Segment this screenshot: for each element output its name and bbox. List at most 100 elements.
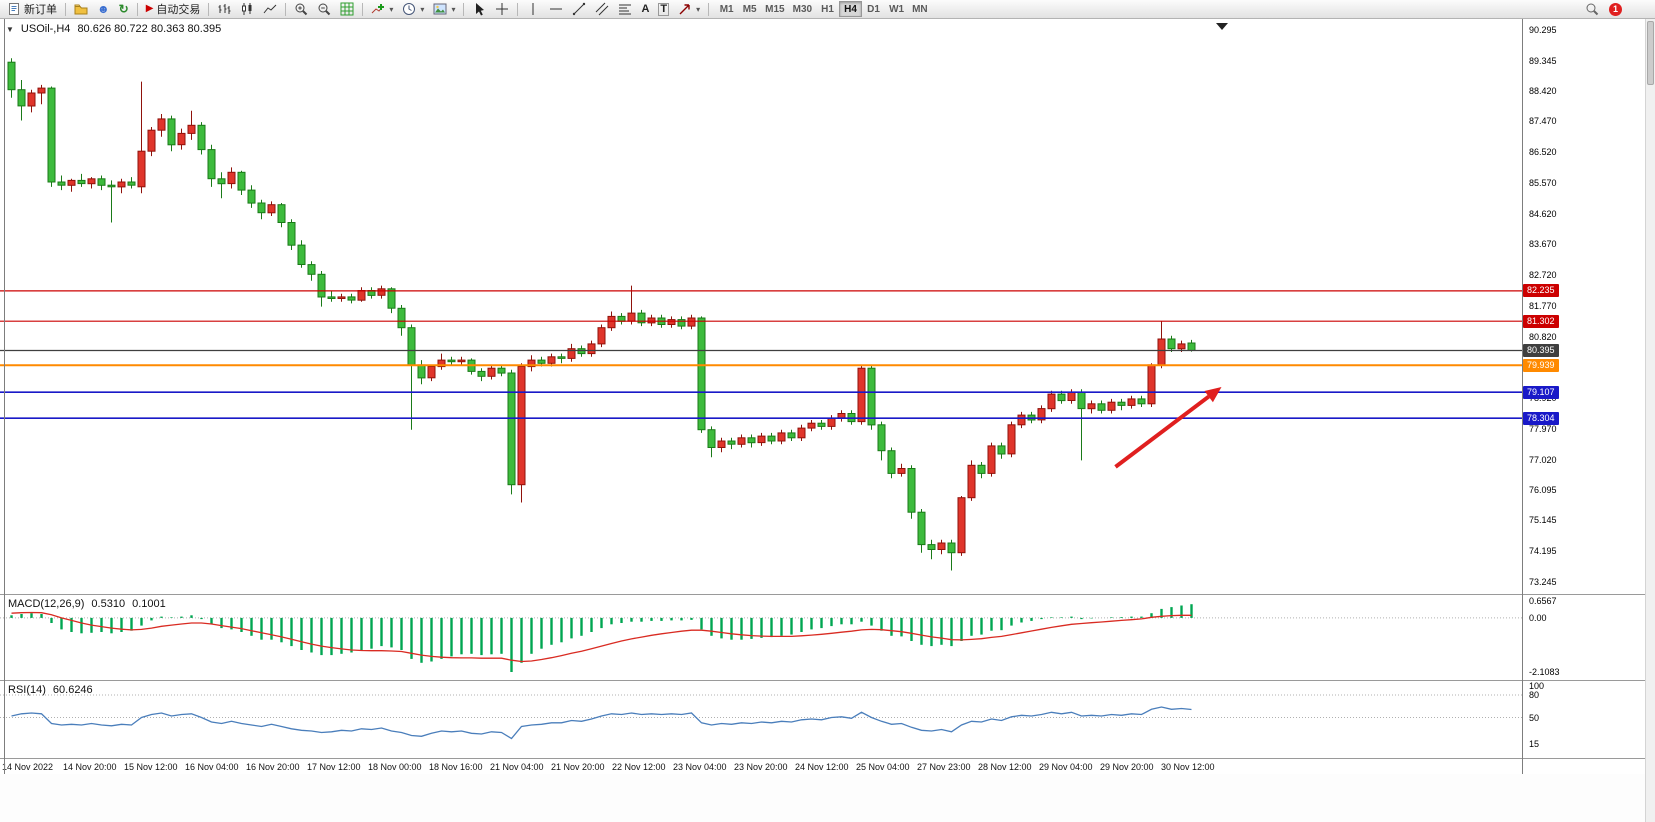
time-tick: 29 Nov 20:00 — [1100, 762, 1154, 772]
scrollbar-thumb[interactable] — [1647, 21, 1654, 85]
time-tick: 30 Nov 12:00 — [1161, 762, 1215, 772]
rsi-tick: 50 — [1529, 712, 1540, 723]
trend-arrow-head — [1204, 386, 1222, 403]
price-tick: 90.295 — [1529, 25, 1557, 35]
timeframe-group: M1 M5 M15 M30 H1 H4 D1 W1 MN — [715, 1, 931, 17]
time-tick: 18 Nov 16:00 — [429, 762, 483, 772]
rsi-canvas[interactable] — [0, 681, 1522, 758]
timeframe-h1-button[interactable]: H1 — [816, 1, 839, 17]
rsi-tick: 100 — [1529, 681, 1545, 691]
price-tick: 84.620 — [1529, 208, 1557, 219]
fibonacci-icon — [619, 4, 632, 15]
periods-button[interactable]: ▾ — [398, 1, 428, 18]
price-tick: 77.970 — [1529, 424, 1557, 435]
rsi-axis[interactable]: 100 80 50 15 — [1523, 681, 1645, 758]
time-tick: 23 Nov 20:00 — [734, 762, 788, 772]
timeframe-d1-button[interactable]: D1 — [862, 1, 885, 17]
rsi-panel: RSI(14) 60.6246 100 80 50 15 — [0, 680, 1655, 758]
time-tick: 23 Nov 04:00 — [673, 762, 727, 772]
profiles-button[interactable] — [70, 1, 92, 18]
text-tool-button[interactable]: A — [637, 1, 653, 18]
indicators-button[interactable]: ▾ — [367, 1, 397, 18]
vertical-line-tool-button[interactable] — [522, 1, 544, 18]
empty-bottom-area — [0, 774, 1655, 822]
fibonacci-tool-button[interactable] — [614, 1, 636, 18]
search-button[interactable] — [1581, 1, 1603, 18]
auto-trading-play-icon: ▶ — [145, 3, 154, 14]
candlestick-chart-button[interactable] — [236, 1, 258, 18]
price-tag: 80.395 — [1523, 344, 1559, 358]
time-tick: 21 Nov 04:00 — [490, 762, 544, 772]
arrow-shape-icon — [679, 4, 690, 15]
macd-axis[interactable]: 0.6567 0.00 -2.1083 — [1523, 595, 1645, 680]
timeframe-w1-button[interactable]: W1 — [885, 1, 908, 17]
timeframe-mn-button[interactable]: MN — [908, 1, 932, 17]
auto-trading-button[interactable]: ▶ 自动交易 — [142, 1, 205, 18]
contacts-button[interactable]: ☻ — [93, 1, 114, 18]
macd-canvas[interactable] — [0, 595, 1522, 680]
new-order-icon — [9, 3, 19, 15]
notification-badge[interactable]: 1 — [1609, 2, 1622, 16]
time-axis-corner — [1523, 759, 1645, 774]
time-tick: 21 Nov 20:00 — [551, 762, 605, 772]
time-tick: 14 Nov 20:00 — [63, 762, 117, 772]
vertical-scrollbar[interactable] — [1645, 19, 1655, 822]
rsi-name: RSI(14) — [8, 684, 46, 696]
chevron-down-icon: ▾ — [451, 4, 456, 14]
chevron-down-icon: ▾ — [696, 4, 701, 14]
one-click-toggle-icon[interactable]: ▼ — [6, 24, 14, 34]
crosshair-button[interactable] — [491, 1, 513, 18]
templates-button[interactable]: ▾ — [429, 1, 459, 18]
chart-shift-marker[interactable] — [1216, 23, 1228, 30]
rsi-label: RSI(14) 60.6246 — [8, 684, 93, 696]
chart-area: ▼ USOil-,H4 80.626 80.722 80.363 80.395 … — [0, 19, 1655, 822]
bar-chart-button[interactable] — [213, 1, 235, 18]
price-tag: 82.235 — [1523, 284, 1559, 298]
timeframe-m30-button[interactable]: M30 — [789, 1, 816, 17]
timeframe-m15-button[interactable]: M15 — [761, 1, 788, 17]
horizontal-line-tool-button[interactable] — [545, 1, 567, 18]
clock-icon — [403, 3, 416, 15]
label-t-icon: T — [658, 2, 670, 16]
level-lines-layer — [0, 290, 1522, 420]
bar-chart-icon — [218, 4, 231, 14]
new-order-button[interactable]: 新订单 — [3, 1, 61, 18]
arrows-tool-button[interactable]: ▾ — [674, 1, 704, 18]
timeframe-m1-button[interactable]: M1 — [715, 1, 738, 17]
time-tick: 16 Nov 04:00 — [185, 762, 239, 772]
toolbar-separator — [517, 2, 519, 16]
main-chart-panel: ▼ USOil-,H4 80.626 80.722 80.363 80.395 … — [0, 19, 1655, 594]
timeframe-m5-button[interactable]: M5 — [738, 1, 761, 17]
time-axis[interactable]: 14 Nov 2022 14 Nov 20:00 15 Nov 12:00 16 No… — [0, 759, 1522, 774]
price-axis[interactable]: 90.295 89.345 88.420 87.470 86.520 85.570 84.6… — [1523, 19, 1645, 594]
refresh-button[interactable]: ↻ — [115, 1, 133, 18]
channel-tool-button[interactable] — [591, 1, 613, 18]
grid-button[interactable] — [336, 1, 358, 18]
trendline-tool-button[interactable] — [568, 1, 590, 18]
chevron-down-icon: ▾ — [420, 4, 425, 14]
timeframe-h4-button[interactable]: H4 — [839, 1, 863, 17]
main-toolbar: 新订单 ☻ ↻ ▶ 自动交易 — [0, 0, 1655, 19]
price-tick: 87.470 — [1529, 116, 1557, 127]
price-tick: 83.670 — [1529, 239, 1557, 250]
new-order-label: 新订单 — [24, 4, 57, 16]
price-tick: 88.420 — [1529, 85, 1557, 96]
zoom-in-button[interactable] — [290, 1, 312, 18]
label-tool-button[interactable]: T — [654, 1, 673, 18]
macd-signal-value: 0.1001 — [132, 598, 166, 610]
main-chart-canvas[interactable] — [0, 19, 1522, 594]
chart-symbol-period: USOil-,H4 — [20, 23, 71, 35]
refresh-icon: ↻ — [118, 2, 129, 16]
price-tag: 78.304 — [1523, 411, 1559, 425]
cursor-button[interactable] — [468, 1, 490, 18]
macd-label: MACD(12,26,9) 0.5310 0.1001 — [8, 598, 166, 610]
cursor-arrow-icon — [476, 3, 485, 16]
trend-arrow-annotation[interactable] — [1114, 394, 1210, 469]
chevron-down-icon: ▾ — [389, 4, 394, 14]
time-axis-panel: 14 Nov 2022 14 Nov 20:00 15 Nov 12:00 16 No… — [0, 758, 1655, 774]
zoom-out-button[interactable] — [313, 1, 335, 18]
line-chart-button[interactable] — [259, 1, 281, 18]
toolbar-separator — [708, 2, 710, 16]
macd-tick: 0.6567 — [1529, 596, 1557, 606]
